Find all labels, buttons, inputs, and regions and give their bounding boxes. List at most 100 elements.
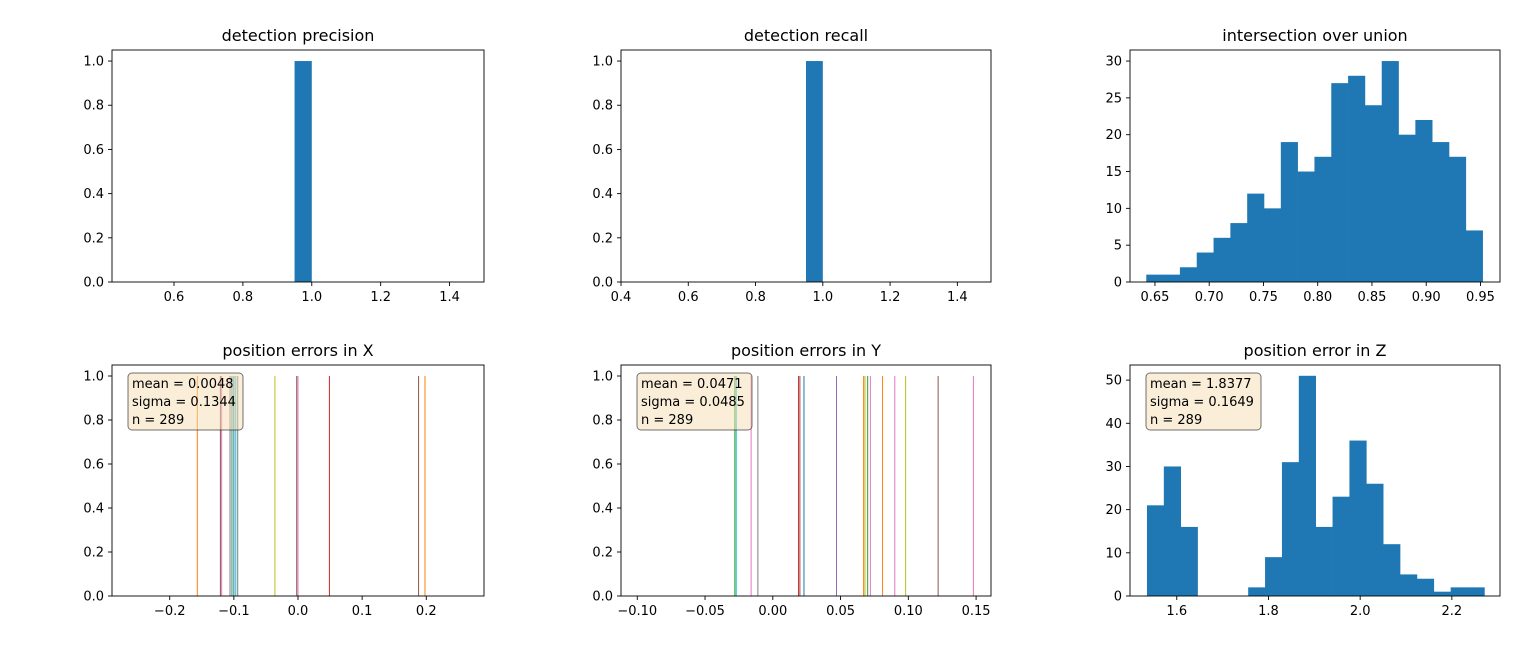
- stats-box-background: [127, 372, 244, 431]
- histogram-bar: [1449, 156, 1467, 282]
- y-tick-label: 1.0: [83, 370, 104, 385]
- chart-title: detection recall: [744, 26, 868, 45]
- histogram-bar: [1180, 526, 1198, 596]
- histogram-bar: [1298, 375, 1316, 596]
- histogram-bar: [1315, 526, 1333, 596]
- x-tick-label: 1.4: [439, 290, 460, 305]
- axes-frame: [111, 49, 485, 283]
- x-tick-label: 0.8: [745, 290, 766, 305]
- histogram-bar: [1230, 223, 1248, 282]
- stats-box: mean = 1.8377 sigma = 0.1649 n = 289: [1145, 372, 1262, 431]
- y-tick-label: 1.0: [592, 370, 613, 385]
- chart-pos_x: position errors in X −0.2 −0.1 0.0 0.1 0.2 0.0…: [83, 341, 485, 619]
- y-tick-label: 0.8: [592, 414, 613, 429]
- x-tick-label: 1.6: [1166, 604, 1187, 619]
- y-tick-label: 10: [1105, 546, 1122, 561]
- y-tick-label: 0.4: [592, 502, 613, 517]
- stats-box-background: [636, 372, 753, 431]
- stats-line: mean = 0.0471: [641, 377, 743, 392]
- x-tick-label: 1.0: [812, 290, 833, 305]
- histogram-bar: [1398, 134, 1416, 282]
- y-tick-label: 0.4: [83, 187, 104, 202]
- y-tick-label: 0.4: [83, 502, 104, 517]
- chart-title: intersection over union: [1222, 26, 1407, 45]
- x-tick-label: −0.2: [154, 604, 186, 619]
- stats-line: sigma = 0.1344: [132, 395, 236, 410]
- stats-box: mean = 0.0048 sigma = 0.1344 n = 289: [127, 372, 244, 431]
- x-tick-label: 0.75: [1249, 290, 1278, 305]
- x-tick-label: −0.10: [617, 604, 657, 619]
- chart-precision: detection precision 0.6 0.8 1.0 1.2 1.4 0.0 0.2…: [83, 26, 485, 305]
- y-tick-label: 40: [1105, 417, 1122, 432]
- histogram-bar: [1348, 75, 1366, 283]
- histogram-bar: [1314, 156, 1332, 282]
- histogram-bar: [294, 61, 312, 282]
- y-tick-label: 20: [1105, 128, 1122, 143]
- histogram-bar: [1416, 578, 1435, 596]
- y-tick-label: 0.0: [83, 590, 104, 605]
- y-tick-label: 0.2: [83, 231, 104, 246]
- y-tick-label: 0.4: [592, 187, 613, 202]
- chart-pos_y: position errors in Y −0.10 −0.05 0.00 0.05 0.…: [592, 341, 992, 619]
- y-tick-label: 0.2: [592, 546, 613, 561]
- x-tick-label: 0.05: [826, 604, 855, 619]
- histogram-bar: [806, 61, 823, 282]
- histogram-bar: [1381, 61, 1399, 282]
- x-tick-label: −0.1: [218, 604, 250, 619]
- x-tick-label: 0.2: [416, 604, 437, 619]
- x-tick-label: 1.4: [947, 290, 968, 305]
- x-tick-label: 0.00: [758, 604, 787, 619]
- x-tick-label: 0.15: [962, 604, 991, 619]
- x-tick-label: 2.0: [1350, 604, 1371, 619]
- y-tick-label: 5: [1114, 239, 1122, 254]
- histogram-bar: [1196, 252, 1214, 282]
- y-tick-label: 0.6: [592, 143, 613, 158]
- y-tick-label: 0.8: [592, 99, 613, 114]
- histogram-bar: [1331, 83, 1349, 283]
- y-tick-label: 0.6: [83, 458, 104, 473]
- stats-box-background: [1145, 372, 1262, 431]
- y-tick-label: 0.2: [83, 546, 104, 561]
- stats-line: mean = 0.0048: [132, 377, 234, 392]
- y-tick-label: 15: [1105, 165, 1122, 180]
- y-tick-label: 0.8: [83, 414, 104, 429]
- histogram-bar: [1146, 274, 1164, 282]
- histogram-bar: [1400, 574, 1418, 596]
- histogram-bar: [1432, 142, 1450, 282]
- x-tick-label: 2.2: [1442, 604, 1463, 619]
- histogram-bar: [1213, 237, 1231, 282]
- histogram-bar: [1364, 105, 1383, 282]
- histogram-bar: [1163, 274, 1181, 282]
- histogram-bar: [1450, 587, 1468, 596]
- chart-title: detection precision: [222, 26, 375, 45]
- histogram-bar: [1280, 142, 1298, 282]
- y-tick-label: 0.6: [83, 143, 104, 158]
- x-tick-label: 0.85: [1357, 290, 1386, 305]
- histogram-bar: [1179, 267, 1198, 282]
- x-tick-label: −0.05: [685, 604, 725, 619]
- x-tick-label: 0.90: [1412, 290, 1441, 305]
- y-tick-label: 1.0: [83, 55, 104, 70]
- y-tick-label: 0: [1114, 590, 1122, 605]
- chart-title: position errors in X: [222, 341, 373, 360]
- stats-line: n = 289: [132, 413, 184, 428]
- x-tick-label: 0.95: [1466, 290, 1495, 305]
- x-tick-label: 0.0: [288, 604, 309, 619]
- y-tick-label: 30: [1105, 55, 1122, 70]
- x-tick-label: 0.80: [1303, 290, 1332, 305]
- y-tick-label: 10: [1105, 202, 1122, 217]
- x-tick-label: 0.1: [352, 604, 373, 619]
- histogram-bar: [1281, 462, 1300, 596]
- histogram-bar: [1415, 119, 1433, 282]
- y-tick-label: 0.2: [592, 231, 613, 246]
- histogram-bar: [1264, 208, 1282, 282]
- stats-line: mean = 1.8377: [1150, 377, 1252, 392]
- y-tick-label: 0.0: [83, 276, 104, 291]
- histogram-bar: [1349, 440, 1367, 596]
- histogram-bar: [1366, 483, 1384, 596]
- y-tick-label: 0: [1114, 276, 1122, 291]
- histogram-bar: [1146, 505, 1165, 596]
- x-tick-label: 0.10: [894, 604, 923, 619]
- histogram-bar: [1465, 230, 1483, 282]
